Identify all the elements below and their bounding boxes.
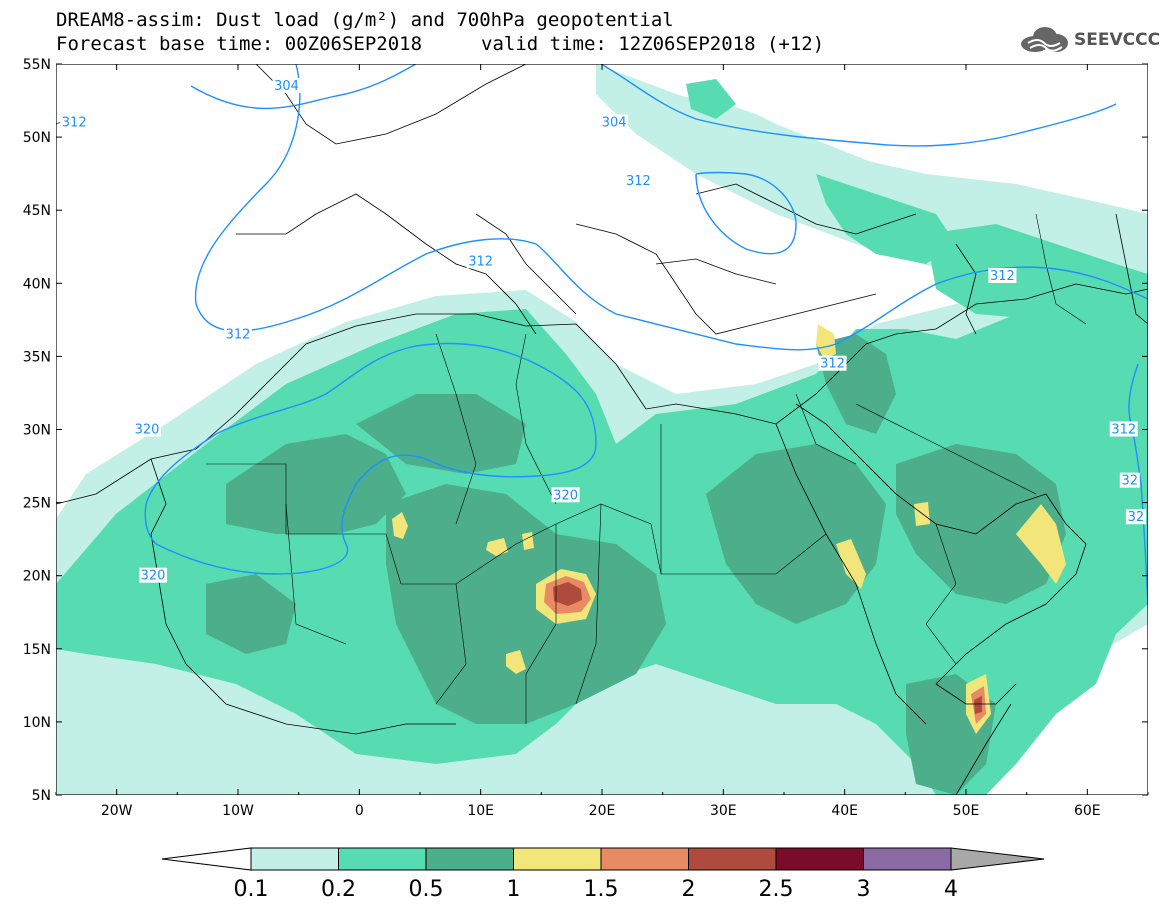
contour-label-box: [624, 172, 653, 188]
latitude-labels: 55N 50N 45N 40N 35N 30N 25N 20N 15N 10N 5N: [23, 57, 51, 804]
contour-label-box: [1125, 509, 1146, 525]
colorbar-segment: [600, 847, 689, 871]
contour-label-box: [1109, 421, 1138, 437]
latitude-label: 10N: [23, 715, 51, 731]
contour-label-box: [272, 77, 301, 93]
longitude-label: 50E: [953, 803, 980, 819]
contour-label-box: [224, 326, 252, 342]
contour-label-box: [133, 421, 161, 437]
latitude-label: 55N: [23, 57, 51, 73]
longitude-labels: 20W 10W 0 10E 20E 30E 40E 50E 60E: [101, 803, 1101, 819]
colorbar-label: 3: [857, 877, 871, 902]
contour-label-box: [1119, 472, 1140, 488]
contour-label: 320: [553, 488, 578, 503]
contour-label: 32: [1128, 510, 1145, 525]
latitude-label: 30N: [23, 423, 51, 439]
contour-label-box: [139, 567, 168, 583]
contour-label-box: [60, 114, 89, 130]
dust-band-2: [553, 582, 982, 714]
latitude-label: 50N: [23, 130, 51, 146]
dust-map: 304 312 304 312 312 312 312 312 320 320 320 312 32 32: [56, 64, 1148, 795]
seevccc-logo: SEEVCCC: [1018, 25, 1160, 55]
colorbar-under-triangle: [161, 847, 252, 871]
longitude-label: 20W: [101, 803, 133, 819]
longitude-label: 10W: [222, 803, 254, 819]
base-time: Forecast base time: 00Z06SEP2018: [56, 33, 423, 55]
contour-label: 312: [1111, 423, 1136, 438]
colorbar-label: 4: [944, 877, 958, 902]
country-borders: [206, 213, 1087, 724]
contour-label: 304: [602, 115, 627, 130]
valid-time: valid time: 12Z06SEP2018 (+12): [481, 33, 825, 55]
colorbar-label: 0.2: [321, 877, 356, 902]
longitude-label: 30E: [710, 803, 737, 819]
contour-label: 312: [626, 174, 651, 189]
geopotential-contours: [56, 64, 1148, 605]
contour-label-box: [988, 267, 1017, 283]
colorbar-segment: [863, 847, 952, 871]
longitude-label: 0: [355, 803, 364, 819]
contour-label: 320: [141, 569, 166, 584]
latitude-label: 35N: [23, 349, 51, 365]
latitude-label: 5N: [32, 788, 51, 804]
contour-label: 312: [990, 269, 1015, 284]
latitude-label: 15N: [23, 642, 51, 658]
contour-label: 32: [1122, 474, 1139, 489]
forecast-time-line: Forecast base time: 00Z06SEP2018 valid ti…: [56, 33, 824, 55]
contour-label: 304: [274, 79, 299, 94]
colorbar-label: 0.1: [234, 877, 269, 902]
colorbar-over-triangle: [950, 847, 1045, 871]
colorbar-segment: [338, 847, 427, 871]
colorbar-segment: [425, 847, 514, 871]
longitude-label: 10E: [467, 803, 494, 819]
colorbar-label: 1.5: [584, 877, 619, 902]
contour-label: 312: [62, 115, 87, 130]
colorbar-label: 2.5: [759, 877, 794, 902]
map-title: DREAM8-assim: Dust load (g/m²) and 700hP…: [56, 9, 674, 31]
colorbar-segment: [775, 847, 864, 871]
colorbar: 0.1 0.2 0.5 1 1.5 2 2.5 3 4: [161, 847, 1045, 902]
contour-label-box: [818, 355, 847, 371]
colorbar-label: 2: [682, 877, 696, 902]
latitude-label: 25N: [23, 496, 51, 512]
contour-labels: 304 312 304 312 312 312 312 312 320 320 320 312 32 32: [60, 77, 1146, 584]
colorbar-segment: [513, 847, 602, 871]
contour-label: 312: [820, 357, 845, 372]
colorbar-labels: 0.1 0.2 0.5 1 1.5 2 2.5 3 4: [234, 877, 959, 902]
colorbar-segment: [250, 847, 339, 871]
contour-label-box: [551, 487, 580, 503]
cloud-logo-icon: [1021, 27, 1068, 52]
contour-label: 320: [135, 423, 160, 438]
latitude-label: 40N: [23, 276, 51, 292]
contour-label: 312: [468, 254, 493, 269]
contour-label-box: [466, 253, 495, 269]
colorbar-label: 1: [507, 877, 521, 902]
longitude-label: 60E: [1074, 803, 1101, 819]
contour-label-box: [600, 114, 629, 130]
latitude-label: 20N: [23, 569, 51, 585]
logo-text: SEEVCCC: [1074, 30, 1161, 50]
colorbar-label: 0.5: [409, 877, 444, 902]
colorbar-segment: [688, 847, 777, 871]
longitude-label: 40E: [831, 803, 858, 819]
contour-label: 312: [226, 327, 251, 342]
longitude-label: 20E: [589, 803, 616, 819]
latitude-label: 45N: [23, 203, 51, 219]
